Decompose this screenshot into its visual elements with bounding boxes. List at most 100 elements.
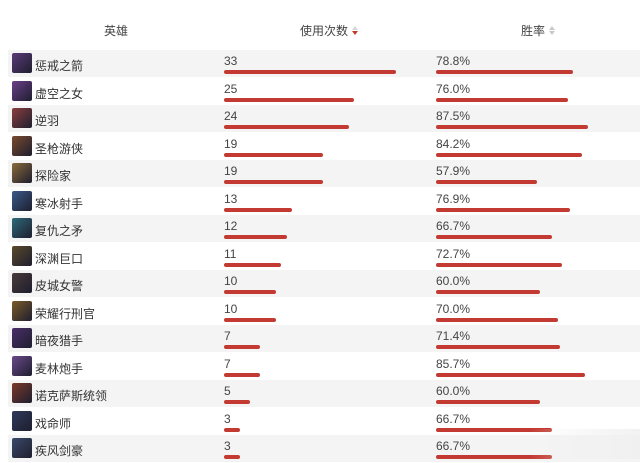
hero-name[interactable]: 荣耀行刑官 bbox=[35, 306, 96, 321]
table-row: 寒冰射手 13 76.9% bbox=[8, 187, 640, 215]
hero-column-header: 英雄 bbox=[104, 22, 128, 39]
hero-avatar[interactable] bbox=[12, 190, 32, 211]
usage-count: 5 bbox=[224, 384, 231, 398]
usage-bar bbox=[224, 290, 277, 294]
hero-avatar[interactable] bbox=[12, 108, 32, 128]
winrate-value: 57.9% bbox=[436, 164, 471, 178]
winrate-value: 60.0% bbox=[436, 384, 471, 398]
winrate-value: 76.9% bbox=[436, 191, 471, 206]
table-row: 暗夜猎手 7 71.4% bbox=[8, 325, 640, 353]
usage-count: 7 bbox=[224, 356, 231, 371]
winrate-bar bbox=[436, 372, 585, 377]
hero-name[interactable]: 暗夜猎手 bbox=[35, 334, 84, 348]
winrate-value: 84.2% bbox=[436, 136, 471, 151]
winrate-column-label[interactable]: 胜率 bbox=[521, 24, 546, 38]
winrate-value: 71.4% bbox=[436, 329, 471, 343]
usage-bar bbox=[224, 207, 292, 212]
usage-bar bbox=[224, 372, 261, 377]
table-row: 逆羽 24 87.5% bbox=[8, 105, 640, 133]
hero-avatar[interactable] bbox=[12, 218, 32, 238]
hero-avatar[interactable] bbox=[12, 273, 32, 293]
hero-name[interactable]: 皮城女警 bbox=[35, 279, 84, 293]
usage-column-label[interactable]: 使用次数 bbox=[300, 24, 349, 38]
usage-bar bbox=[224, 180, 324, 184]
usage-bar bbox=[224, 455, 240, 459]
hero-avatar[interactable] bbox=[12, 163, 32, 183]
table-row: 探险家 19 57.9% bbox=[8, 160, 640, 188]
hero-name[interactable]: 寒冰射手 bbox=[35, 196, 84, 211]
hero-name[interactable]: 圣枪游侠 bbox=[35, 141, 84, 156]
usage-bar bbox=[224, 262, 282, 267]
winrate-value: 76.0% bbox=[436, 81, 471, 96]
hero-name[interactable]: 疾风剑豪 bbox=[35, 444, 84, 458]
hero-name[interactable]: 戏命师 bbox=[35, 416, 72, 431]
winrate-value: 66.7% bbox=[436, 439, 471, 453]
usage-count: 12 bbox=[224, 219, 238, 233]
winrate-value: 87.5% bbox=[436, 109, 471, 123]
usage-bar bbox=[224, 125, 350, 129]
winrate-bar bbox=[436, 235, 552, 239]
table-row: 麦林炮手 7 85.7% bbox=[8, 352, 640, 380]
winrate-bar bbox=[436, 427, 552, 432]
winrate-column-header[interactable]: 胜率 bbox=[521, 22, 556, 39]
winrate-bar bbox=[436, 152, 583, 157]
usage-count: 7 bbox=[224, 329, 231, 343]
winrate-bar bbox=[436, 125, 588, 129]
hero-avatar[interactable] bbox=[12, 300, 32, 321]
table-row: 圣枪游侠 19 84.2% bbox=[8, 132, 640, 160]
hero-avatar[interactable] bbox=[12, 53, 32, 73]
hero-name[interactable]: 探险家 bbox=[35, 169, 72, 183]
winrate-bar bbox=[436, 97, 569, 102]
usage-count: 11 bbox=[224, 246, 237, 261]
hero-name[interactable]: 诺克萨斯统领 bbox=[35, 389, 108, 403]
usage-bar bbox=[224, 152, 324, 157]
winrate-bar bbox=[436, 345, 561, 349]
winrate-value: 78.8% bbox=[436, 54, 471, 68]
winrate-bar bbox=[436, 70, 573, 74]
hero-name[interactable]: 深渊巨口 bbox=[35, 251, 84, 266]
hero-name[interactable]: 麦林炮手 bbox=[35, 361, 84, 376]
hero-avatar[interactable] bbox=[12, 245, 32, 266]
usage-count: 25 bbox=[224, 81, 238, 96]
sort-desc-icon[interactable] bbox=[352, 26, 359, 35]
winrate-value: 60.0% bbox=[436, 274, 471, 288]
table-row: 深渊巨口 11 72.7% bbox=[8, 242, 640, 270]
usage-bar bbox=[224, 317, 277, 322]
usage-count: 33 bbox=[224, 54, 238, 68]
winrate-value: 72.7% bbox=[436, 246, 471, 261]
hero-avatar[interactable] bbox=[12, 383, 32, 403]
sort-icon[interactable] bbox=[549, 26, 556, 35]
usage-bar bbox=[224, 400, 251, 404]
usage-column-header[interactable]: 使用次数 bbox=[300, 22, 359, 39]
hero-table-body: 惩戒之箭 33 78.8% 虚空之女 25 76.0% 逆羽 24 87.5% 圣枪游侠 19 84.… bbox=[8, 50, 640, 463]
usage-count: 10 bbox=[224, 274, 238, 288]
hero-avatar[interactable] bbox=[12, 328, 32, 348]
hero-avatar[interactable] bbox=[12, 438, 32, 458]
usage-count: 10 bbox=[224, 301, 238, 316]
winrate-bar bbox=[436, 455, 552, 459]
usage-count: 19 bbox=[224, 136, 238, 151]
table-row: 皮城女警 10 60.0% bbox=[8, 270, 640, 298]
usage-count: 3 bbox=[224, 411, 231, 426]
usage-bar bbox=[224, 70, 396, 74]
hero-name[interactable]: 复仇之矛 bbox=[35, 224, 84, 238]
hero-avatar[interactable] bbox=[12, 355, 32, 376]
hero-avatar[interactable] bbox=[12, 410, 32, 431]
hero-avatar[interactable] bbox=[12, 80, 32, 101]
winrate-bar bbox=[436, 400, 541, 404]
hero-avatar[interactable] bbox=[12, 135, 32, 156]
table-row: 惩戒之箭 33 78.8% bbox=[8, 50, 640, 78]
table-row: 诺克萨斯统领 5 60.0% bbox=[8, 380, 640, 408]
winrate-value: 66.7% bbox=[436, 219, 471, 233]
hero-name[interactable]: 逆羽 bbox=[35, 114, 60, 128]
winrate-bar bbox=[436, 262, 563, 267]
usage-bar bbox=[224, 235, 287, 239]
winrate-bar bbox=[436, 290, 541, 294]
hero-name[interactable]: 虚空之女 bbox=[35, 86, 84, 101]
usage-count: 24 bbox=[224, 109, 238, 123]
hero-name[interactable]: 惩戒之箭 bbox=[35, 59, 84, 73]
table-header: 英雄 使用次数 胜率 bbox=[0, 0, 640, 50]
winrate-bar bbox=[436, 317, 558, 322]
usage-bar bbox=[224, 345, 261, 349]
winrate-value: 85.7% bbox=[436, 356, 471, 371]
